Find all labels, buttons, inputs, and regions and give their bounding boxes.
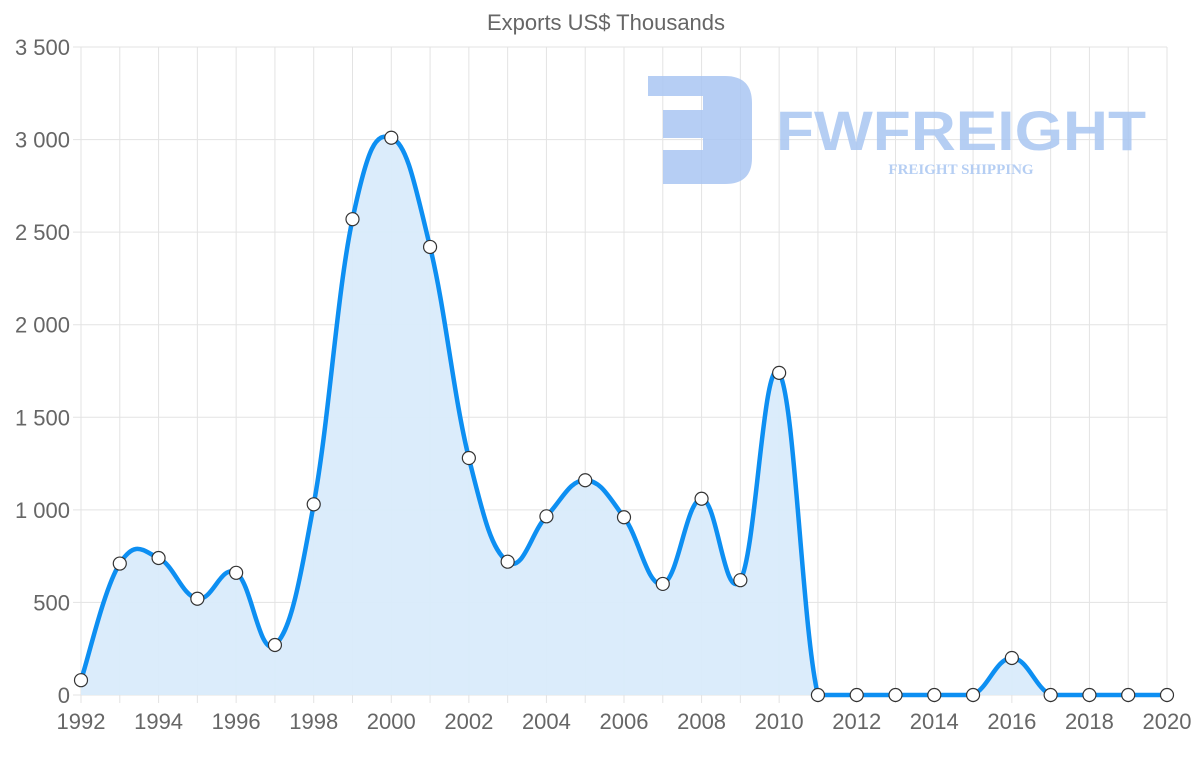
- watermark-brand: FWFREIGHT: [776, 99, 1146, 162]
- y-tick-label: 2 500: [15, 220, 70, 245]
- fwfreight-watermark-logo: FWFREIGHT FREIGHT SHIPPING: [648, 76, 1146, 184]
- y-tick-label: 2 000: [15, 313, 70, 338]
- data-point: [927, 687, 942, 703]
- x-tick-label: 1996: [212, 709, 261, 734]
- x-tick-label: 2014: [910, 709, 959, 734]
- x-tick-label: 2006: [600, 709, 649, 734]
- data-point: [888, 687, 903, 703]
- x-tick-label: 2008: [677, 709, 726, 734]
- data-point: [1004, 650, 1019, 666]
- x-tick-label: 2016: [987, 709, 1036, 734]
- data-point: [965, 687, 981, 703]
- x-tick-label: 2020: [1143, 709, 1192, 734]
- x-tick-label: 2004: [522, 709, 571, 734]
- data-point: [578, 473, 593, 488]
- x-tick-label: 1998: [289, 709, 338, 734]
- data-point: [384, 130, 399, 145]
- data-point: [229, 565, 244, 580]
- data-point: [461, 450, 476, 466]
- data-point: [190, 591, 205, 606]
- data-point: [772, 365, 787, 380]
- data-point: [345, 212, 360, 227]
- x-tick-label: 1992: [57, 709, 106, 734]
- x-tick-label: 2018: [1065, 709, 1114, 734]
- y-tick-label: 1 500: [15, 405, 70, 430]
- data-point: [849, 687, 864, 703]
- data-point: [306, 497, 321, 512]
- data-point: [539, 509, 554, 524]
- data-point: [1082, 687, 1097, 703]
- data-point: [73, 673, 89, 688]
- y-tick-label: 1 000: [15, 498, 70, 523]
- x-tick-label: 2000: [367, 709, 416, 734]
- data-point: [1159, 687, 1175, 703]
- data-point: [1043, 687, 1058, 703]
- x-tick-label: 1994: [134, 709, 183, 734]
- x-tick-label: 2010: [755, 709, 804, 734]
- data-point: [151, 550, 166, 566]
- y-tick-label: 0: [58, 683, 70, 708]
- y-tick-label: 3 500: [15, 35, 70, 60]
- data-point: [616, 510, 632, 525]
- y-tick-label: 3 000: [15, 128, 70, 153]
- y-tick-label: 500: [33, 590, 70, 615]
- data-point: [112, 556, 127, 571]
- data-point: [267, 637, 283, 653]
- x-tick-label: 2002: [444, 709, 493, 734]
- data-point: [500, 554, 515, 569]
- chart-title: Exports US$ Thousands: [487, 10, 725, 35]
- data-point: [810, 687, 826, 703]
- data-point: [694, 491, 709, 506]
- data-point: [1121, 687, 1136, 703]
- x-tick-label: 2012: [832, 709, 881, 734]
- data-point: [422, 239, 438, 255]
- data-point: [655, 576, 670, 592]
- series-area-fill: [81, 136, 1167, 695]
- watermark-tagline: FREIGHT SHIPPING: [888, 162, 1033, 178]
- data-point: [733, 573, 748, 588]
